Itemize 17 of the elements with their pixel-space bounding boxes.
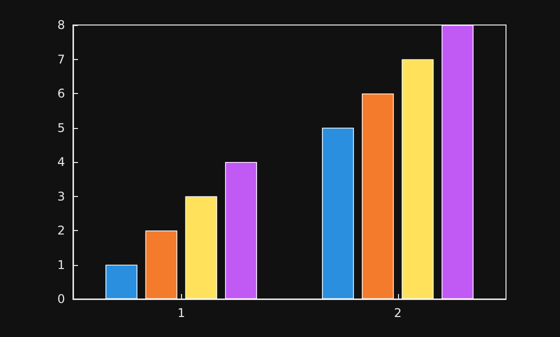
bar: [402, 59, 434, 299]
bar: [322, 128, 354, 299]
y-tick-label: 0: [57, 292, 65, 306]
bar: [225, 162, 258, 299]
y-tick-label: 4: [57, 155, 65, 169]
y-tick-label: 5: [57, 120, 65, 135]
bar: [185, 196, 218, 299]
y-tick-label: 8: [57, 18, 65, 32]
bar: [105, 264, 138, 299]
y-tick-label: 2: [57, 224, 65, 238]
y-tick-label: 1: [57, 258, 65, 272]
bar: [362, 94, 394, 299]
bar: [442, 25, 474, 299]
y-tick-label: 7: [57, 52, 65, 66]
y-tick-label: 3: [57, 189, 65, 204]
y-tick-label: 6: [57, 86, 65, 100]
bar: [145, 230, 178, 299]
